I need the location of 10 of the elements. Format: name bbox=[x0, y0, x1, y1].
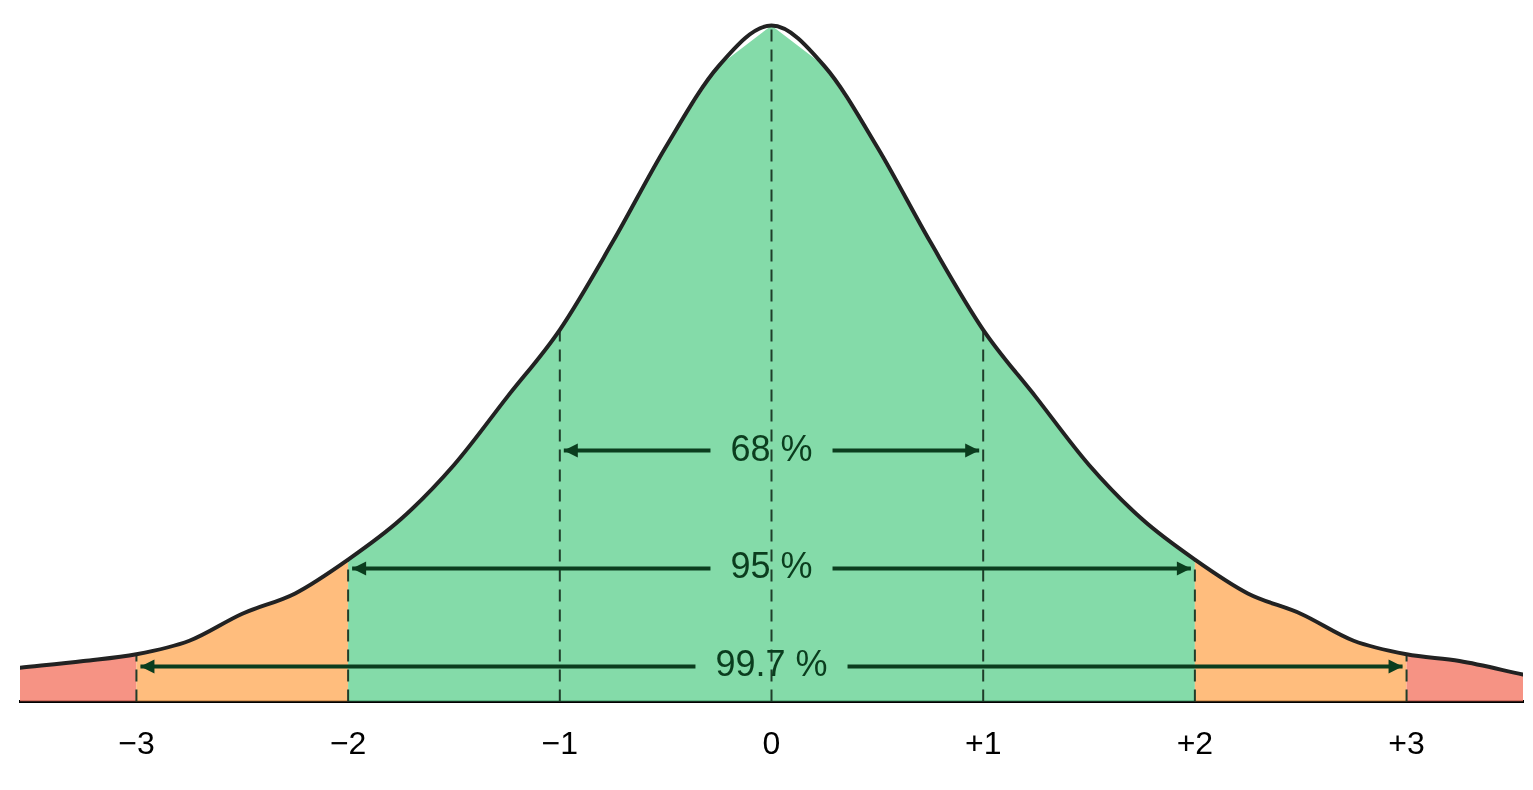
x-tick-label: +2 bbox=[1176, 724, 1214, 761]
annotation: 68 % bbox=[730, 427, 813, 469]
annotation: 95 % bbox=[730, 545, 813, 587]
x-tick-label: +1 bbox=[964, 724, 1002, 761]
x-tick-label: 0 bbox=[762, 724, 781, 761]
annotation: 99.7 % bbox=[715, 643, 828, 685]
x-tick-label: −2 bbox=[329, 724, 367, 761]
x-tick-label: +3 bbox=[1388, 724, 1425, 761]
x-tick-label: −3 bbox=[118, 724, 155, 761]
x-tick-label: −1 bbox=[541, 724, 579, 761]
